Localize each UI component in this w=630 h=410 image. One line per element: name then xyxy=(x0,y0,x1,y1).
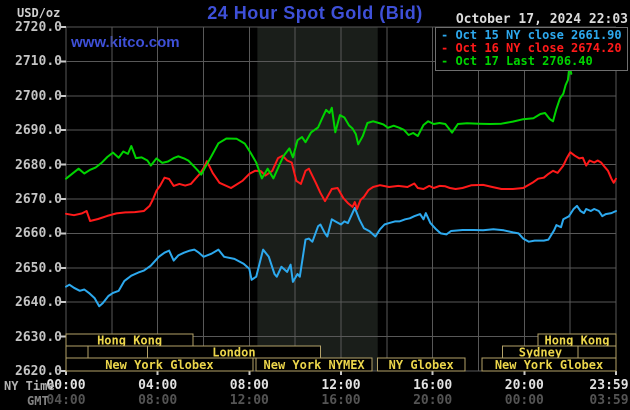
y-tick-label: 2620.0 xyxy=(15,364,62,379)
x-tick-label-ny: 12:00 xyxy=(321,378,361,393)
x-axis-row-label-ny-time: NY Time xyxy=(4,379,55,393)
x-tick-label-ny: 04:00 xyxy=(138,378,178,393)
y-tick-label: 2660.0 xyxy=(15,226,62,242)
session-box xyxy=(577,345,617,359)
x-tick-label-ny: 00:00 xyxy=(46,378,86,393)
session-box xyxy=(65,345,89,359)
price-line-oct-15 xyxy=(65,204,617,308)
session-label: NY Globex xyxy=(389,358,454,372)
y-tick-label: 2650.0 xyxy=(15,260,62,276)
chart-legend: - Oct 15 NY close 2661.90- Oct 16 NY clo… xyxy=(435,27,628,71)
session-box xyxy=(481,357,617,372)
session-box xyxy=(87,345,148,359)
x-tick-label-ny: 16:00 xyxy=(413,378,453,393)
x-tick-label-ny: 20:00 xyxy=(504,378,544,393)
y-tick-label: 2700.0 xyxy=(15,88,62,104)
x-tick-label-ny: 23:59 xyxy=(589,378,629,393)
session-label: New York Globex xyxy=(105,358,213,372)
y-tick-label: 2720.0 xyxy=(15,20,62,35)
y-tick-label: 2670.0 xyxy=(15,192,62,207)
legend-item: - Oct 15 NY close 2661.90 xyxy=(441,28,622,42)
session-label: New York Globex xyxy=(495,358,603,372)
session-label: Hong Kong xyxy=(97,334,162,348)
chart-datetime: October 17, 2024 22:03 xyxy=(455,12,628,27)
legend-item: - Oct 17 Last 2706.40 xyxy=(441,54,593,68)
x-tick-label-ny: 08:00 xyxy=(229,378,269,393)
price-line-oct-17 xyxy=(65,64,573,180)
x-tick-label-gmt: 12:00 xyxy=(229,393,269,408)
x-tick-label-gmt: 20:00 xyxy=(413,393,453,408)
x-axis-row-label-gmt: GMT xyxy=(27,394,49,408)
x-tick-label-gmt: 16:00 xyxy=(321,393,361,408)
session-box xyxy=(377,357,466,372)
y-tick-label: 2640.0 xyxy=(15,295,62,311)
y-tick-label: 2710.0 xyxy=(15,54,62,70)
session-label: Hong Kong xyxy=(544,334,609,348)
price-line-oct-16 xyxy=(65,151,617,222)
legend-item: - Oct 16 NY close 2674.20 xyxy=(441,41,622,55)
kitco-watermark-link[interactable]: www.kitco.com xyxy=(71,34,180,51)
y-tick-label: 2680.0 xyxy=(15,157,62,173)
x-tick-label-gmt: 03:59 xyxy=(589,393,629,408)
x-tick-label-gmt: 00:00 xyxy=(504,393,544,408)
page-title: 24 Hour Spot Gold (Bid) xyxy=(207,3,423,23)
x-tick-label-gmt: 08:00 xyxy=(138,393,178,408)
y-tick-label: 2690.0 xyxy=(15,123,62,139)
y-tick-label: 2630.0 xyxy=(15,329,62,345)
y-axis-units-label: USD/oz xyxy=(17,6,61,20)
session-box xyxy=(65,357,254,372)
session-label: New York NYMEX xyxy=(264,358,366,372)
session-box xyxy=(255,357,373,372)
session-label: Sydney xyxy=(519,346,562,360)
x-tick-label-gmt: 04:00 xyxy=(46,393,86,408)
session-label: London xyxy=(212,346,255,360)
